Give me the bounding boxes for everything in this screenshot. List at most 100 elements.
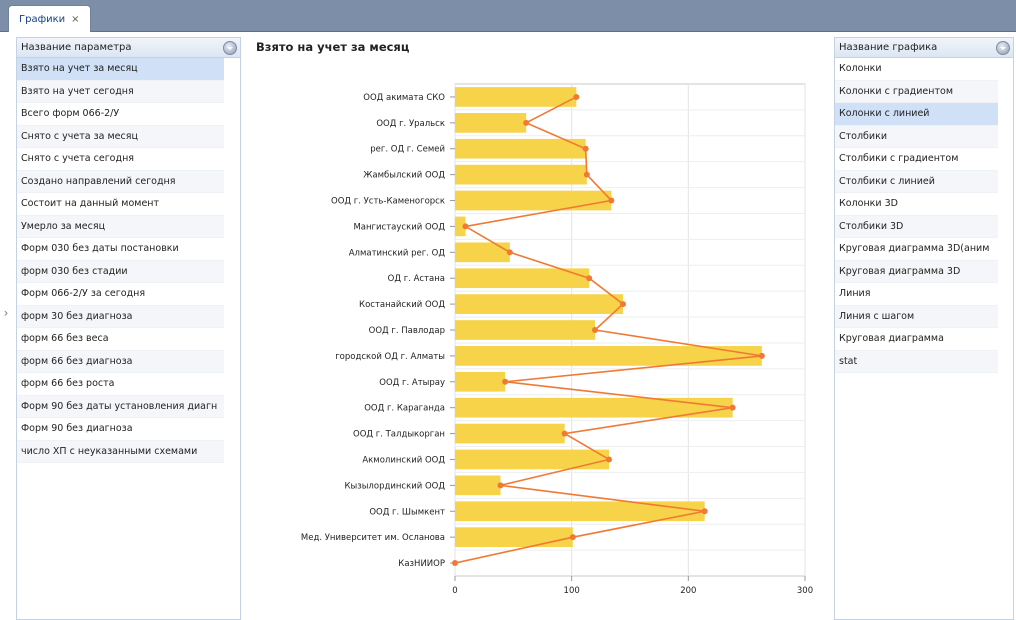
- bar[interactable]: [455, 397, 733, 418]
- category-label: Кызылординский ООД: [344, 481, 445, 491]
- parameter-list-item[interactable]: Форм 030 без даты постановки: [17, 238, 224, 261]
- category-label: Мед. Университет им. Осланова: [301, 533, 445, 543]
- data-point[interactable]: [502, 378, 509, 385]
- chart-type-list-item[interactable]: Колонки: [835, 58, 998, 81]
- parameter-list-item[interactable]: Форм 90 без даты установления диагн: [17, 395, 224, 418]
- chart-type-list: Колонки Колонки с градиентом Колонки с лин…: [835, 58, 1013, 373]
- tab-label: Графики: [19, 13, 66, 25]
- category-label: КазНИИОР: [398, 559, 445, 569]
- chart-type-list-item[interactable]: Круговая диаграмма 3D(аним: [835, 238, 998, 261]
- category-label: Акмолинский ООД: [362, 455, 445, 465]
- parameter-list-item[interactable]: Умерло за месяц: [17, 215, 224, 238]
- data-point[interactable]: [586, 275, 593, 282]
- bar-chart: 0 100 200 300 ООД акимата СКО ООД г. Уральск р…: [301, 83, 813, 596]
- parameter-list-item[interactable]: Снято с учета сегодня: [17, 148, 224, 171]
- chart-type-list-item[interactable]: Круговая диаграмма 3D: [835, 260, 998, 283]
- parameter-panel-header: Название параметра: [17, 38, 240, 58]
- chart-type-panel: Название графика Колонки Колонки с градие…: [834, 37, 1014, 620]
- chart-type-panel-header: Название графика: [835, 38, 1013, 58]
- data-point[interactable]: [729, 404, 736, 411]
- parameter-list-item[interactable]: Всего форм 066-2/У: [17, 103, 224, 126]
- bar[interactable]: [455, 164, 587, 185]
- parameter-list-item[interactable]: Создано направлений сегодня: [17, 170, 224, 193]
- category-label: Жамбылский ООД: [363, 171, 445, 181]
- category-label: ООД г. Талдыкорган: [353, 430, 445, 440]
- bar[interactable]: [455, 113, 527, 133]
- chart-type-column-header[interactable]: Название графика: [839, 42, 938, 53]
- bar[interactable]: [455, 242, 510, 263]
- data-point[interactable]: [569, 534, 576, 541]
- chart-type-list-item[interactable]: Столбики: [835, 125, 998, 148]
- data-point[interactable]: [573, 93, 580, 100]
- bar[interactable]: [455, 87, 577, 107]
- data-point[interactable]: [452, 560, 458, 567]
- data-point[interactable]: [592, 327, 598, 333]
- parameter-list-item[interactable]: Взято на учет за месяц: [17, 58, 224, 81]
- bar[interactable]: [455, 216, 466, 237]
- data-point[interactable]: [608, 197, 615, 204]
- bar[interactable]: [455, 501, 705, 522]
- parameter-list-item[interactable]: форм 66 без веса: [17, 328, 224, 351]
- category-label: ООД акимата СКО: [363, 93, 445, 103]
- category-label: Алматинский рег. ОД: [349, 248, 446, 258]
- bar[interactable]: [455, 346, 762, 366]
- close-icon[interactable]: ×: [71, 13, 80, 25]
- parameter-list-item[interactable]: Снято с учета за месяц: [17, 125, 224, 148]
- category-label: ООД г. Усть-Каменогорск: [331, 197, 445, 207]
- data-point[interactable]: [523, 119, 530, 126]
- category-label: ООД г. Уральск: [376, 119, 445, 129]
- bar[interactable]: [455, 138, 586, 159]
- parameter-list-item[interactable]: Форм 90 без диагноза: [17, 418, 224, 441]
- data-point[interactable]: [583, 171, 590, 178]
- data-point[interactable]: [606, 456, 612, 463]
- bar[interactable]: [455, 320, 595, 340]
- chart-type-list-item[interactable]: Колонки с линией: [835, 103, 998, 126]
- parameter-list-item[interactable]: форм 030 без стадии: [17, 260, 224, 283]
- parameter-list-item[interactable]: число ХП с неуказанными схемами: [17, 440, 224, 463]
- data-point[interactable]: [582, 145, 589, 152]
- chart-type-list-item[interactable]: Столбики с градиентом: [835, 148, 998, 171]
- data-point[interactable]: [701, 508, 708, 515]
- chart-type-list-item[interactable]: stat: [835, 350, 998, 373]
- data-point[interactable]: [506, 249, 513, 256]
- chart-type-list-item[interactable]: Столбики 3D: [835, 215, 998, 238]
- column-menu-icon[interactable]: [996, 40, 1010, 55]
- bar[interactable]: [455, 294, 623, 314]
- bar[interactable]: [455, 423, 565, 444]
- parameter-list-item[interactable]: форм 30 без диагноза: [17, 305, 224, 328]
- parameter-list-item[interactable]: Состоит на данный момент: [17, 193, 224, 216]
- bar[interactable]: [455, 268, 590, 289]
- tab-charts[interactable]: Графики ×: [8, 5, 91, 32]
- data-point[interactable]: [758, 352, 765, 359]
- parameter-list-item[interactable]: Взято на учет сегодня: [17, 80, 224, 103]
- bar[interactable]: [455, 475, 501, 496]
- data-point[interactable]: [620, 301, 626, 308]
- category-label: ОД г. Астана: [388, 274, 445, 284]
- chart-title: Взято на учет за месяц: [256, 40, 410, 54]
- parameter-list-item[interactable]: форм 66 без роста: [17, 373, 224, 396]
- chart-type-list-item[interactable]: Линия с шагом: [835, 305, 998, 328]
- data-point[interactable]: [462, 223, 469, 230]
- data-point[interactable]: [561, 430, 568, 437]
- category-label: Костанайский ООД: [359, 300, 445, 310]
- data-point[interactable]: [497, 482, 504, 489]
- bar[interactable]: [455, 190, 612, 211]
- parameter-list-item[interactable]: форм 66 без диагноза: [17, 350, 224, 373]
- chart-type-list-item[interactable]: Круговая диаграмма: [835, 328, 998, 351]
- chart-type-list-item[interactable]: Линия: [835, 283, 998, 306]
- bar[interactable]: [455, 449, 609, 470]
- bar[interactable]: [455, 527, 573, 547]
- column-menu-icon[interactable]: [223, 40, 237, 55]
- bar[interactable]: [455, 371, 506, 392]
- category-label: городской ОД г. Алматы: [335, 352, 445, 362]
- chart-area: 0 100 200 300 ООД акимата СКО ООД г. Уральск р…: [250, 60, 825, 620]
- chart-type-list-item[interactable]: Столбики с линией: [835, 170, 998, 193]
- expand-panel-handle[interactable]: ›: [3, 306, 9, 320]
- category-label: ООД г. Атырау: [379, 378, 445, 388]
- parameter-column-header[interactable]: Название параметра: [21, 42, 132, 53]
- chart-type-list-item[interactable]: Колонки 3D: [835, 193, 998, 216]
- category-label: Мангистауский ООД: [353, 222, 445, 232]
- chart-type-list-item[interactable]: Колонки с градиентом: [835, 80, 998, 103]
- parameter-panel: Название параметра Взято на учет за меся…: [16, 37, 241, 620]
- parameter-list-item[interactable]: Форм 066-2/У за сегодня: [17, 283, 224, 306]
